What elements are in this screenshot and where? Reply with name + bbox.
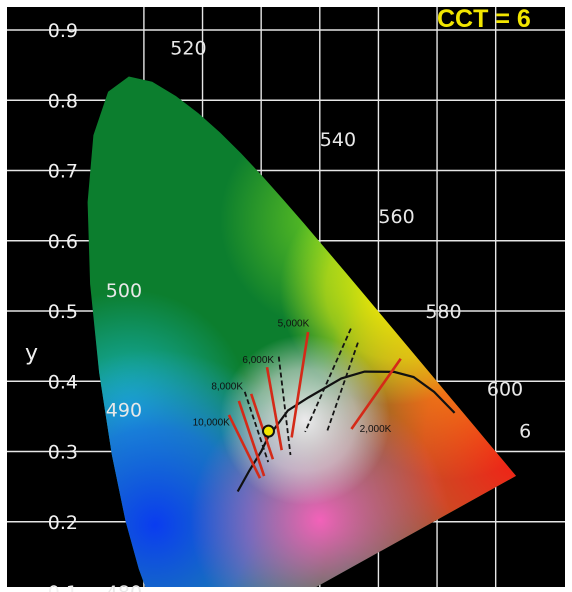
cct-readout: CCT = 6 bbox=[437, 5, 531, 33]
wavelength-label-6: 6 bbox=[519, 420, 531, 442]
isotherm-label-9: 2,000K bbox=[360, 424, 392, 435]
y-tick-label-4: 0.5 bbox=[48, 301, 78, 323]
y-tick-label-6: 0.3 bbox=[48, 442, 78, 464]
wavelength-label-540: 540 bbox=[320, 129, 356, 151]
isotherm-line-0 bbox=[227, 414, 262, 479]
wavelength-label-560: 560 bbox=[378, 206, 414, 228]
wavelength-label-520: 520 bbox=[170, 38, 206, 60]
isotherm-label-4: 6,000K bbox=[242, 355, 274, 366]
wavelength-label-600: 600 bbox=[487, 378, 523, 400]
y-tick-label-1: 0.8 bbox=[48, 90, 78, 112]
isotherm-line-4 bbox=[265, 366, 283, 451]
y-tick-label-2: 0.7 bbox=[48, 161, 78, 183]
chart-marks: 10,000K 8,000K 6,000K 5,000K 2,000K bbox=[193, 318, 456, 493]
isotherm-line-5 bbox=[277, 356, 292, 456]
wavelength-label-500: 500 bbox=[106, 280, 142, 302]
chart-labels: 0.9 0.8 0.7 0.6 0.5 0.4 0.3 0.2 0.1 y 520 540 560 500… bbox=[25, 20, 531, 592]
planckian-locus-line bbox=[236, 370, 456, 493]
y-tick-label-5: 0.4 bbox=[48, 371, 78, 393]
y-tick-label-8: 0.1 bbox=[48, 582, 78, 592]
white-point-marker bbox=[261, 424, 275, 438]
y-tick-label-0: 0.9 bbox=[48, 20, 78, 42]
isotherm-line-6 bbox=[290, 331, 310, 438]
isotherm-label-2: 8,000K bbox=[211, 382, 243, 393]
wavelength-label-490: 490 bbox=[106, 399, 142, 421]
wavelength-label-580: 580 bbox=[425, 301, 461, 323]
isotherm-line-7 bbox=[304, 328, 352, 433]
isotherm-line-2 bbox=[243, 391, 270, 463]
y-axis-label: y bbox=[25, 341, 38, 366]
y-tick-label-7: 0.2 bbox=[48, 512, 78, 534]
wavelength-label-480: 480 bbox=[106, 582, 142, 592]
y-tick-label-3: 0.6 bbox=[48, 231, 78, 253]
isotherm-label-6: 5,000K bbox=[278, 318, 310, 329]
isotherm-line-3 bbox=[249, 393, 275, 460]
isotherm-label-0: 10,000K bbox=[193, 418, 231, 429]
isotherm-line-1 bbox=[237, 400, 266, 477]
isotherm-line-9 bbox=[350, 358, 402, 430]
